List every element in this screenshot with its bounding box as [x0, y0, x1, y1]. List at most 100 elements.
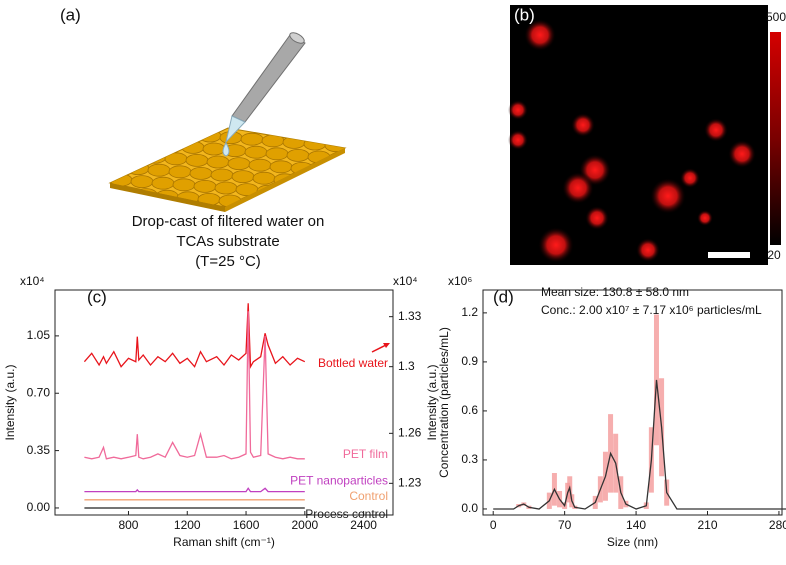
disc — [265, 147, 289, 161]
disc — [210, 168, 234, 182]
series-label: Control — [349, 489, 388, 503]
scale-bar — [708, 252, 750, 258]
disc — [282, 135, 306, 149]
panel-label: (d) — [493, 287, 514, 306]
series-label: Bottled water — [318, 356, 388, 370]
annotation: Conc.: 2.00 x10⁷ ± 7.17 x10⁶ particles/m… — [541, 303, 762, 317]
plot-frame — [54, 289, 394, 516]
annotation: Mean size: 130.8 ± 58.0 nm — [541, 285, 689, 299]
caption-line: Drop-cast of filtered water on — [132, 213, 325, 230]
colorbar-label: 500 — [766, 10, 786, 24]
disc — [122, 149, 146, 163]
disc — [260, 197, 284, 207]
plot-frame — [482, 289, 783, 516]
disc — [315, 176, 339, 190]
disc — [244, 145, 268, 159]
disc — [114, 128, 138, 137]
x-axis-title: Size (nm) — [607, 535, 658, 549]
series-label: PET nanoparticles — [290, 474, 388, 488]
colorbar-label: 20 — [767, 248, 781, 262]
disc — [135, 128, 159, 138]
y-tick-label: 0.6 — [461, 403, 478, 417]
y-tick-label: 0.9 — [461, 354, 478, 368]
disc — [110, 160, 129, 174]
disc — [143, 150, 167, 164]
disc — [118, 136, 142, 150]
panel-label: (c) — [87, 287, 107, 306]
disc — [193, 179, 217, 193]
x-tick-label: 140 — [626, 518, 646, 532]
series-line — [493, 379, 786, 510]
x-tick-label: 210 — [697, 518, 717, 532]
disc — [206, 155, 230, 169]
pipette — [222, 32, 306, 157]
x-tick-label: 800 — [118, 518, 138, 532]
disc — [202, 142, 226, 156]
y-tick-label: 0.35 — [27, 443, 51, 457]
disc — [147, 163, 171, 177]
x-tick-label: 1600 — [233, 518, 260, 532]
disc — [214, 181, 238, 195]
x-tick-label: 0 — [490, 518, 497, 532]
panel-label: (b) — [514, 5, 535, 24]
disc — [323, 202, 345, 207]
series-label: Process control — [305, 507, 388, 521]
disc — [298, 187, 322, 201]
disc — [286, 148, 310, 162]
hotspots — [508, 19, 756, 263]
substrate — [108, 127, 371, 230]
disc — [302, 200, 326, 207]
y-tick-label: 0.0 — [461, 501, 478, 515]
disc — [269, 160, 293, 174]
y-multiplier: x10⁶ — [448, 274, 472, 288]
disc — [227, 157, 251, 171]
disc — [185, 153, 209, 167]
y2-tick-label: 1.23 — [398, 476, 422, 490]
y2-axis-title: Intensity (a.u.) — [425, 364, 439, 440]
disc — [294, 174, 318, 188]
series-line — [83, 303, 306, 369]
disc — [319, 189, 343, 203]
disc — [252, 171, 276, 185]
series-line — [84, 311, 305, 460]
series-label: PET film — [343, 447, 388, 461]
disc — [156, 128, 180, 140]
arrow-head — [383, 343, 390, 348]
x-tick-label: 2000 — [291, 518, 318, 532]
disc — [240, 132, 264, 146]
disc — [277, 186, 301, 200]
series-line — [84, 487, 305, 493]
disc — [139, 137, 163, 151]
y-axis-title: Intensity (a.u.) — [3, 364, 17, 440]
y-tick-label: 0.3 — [461, 452, 478, 466]
disc — [332, 165, 345, 179]
disc — [189, 166, 213, 180]
colorbar — [770, 32, 781, 245]
x-tick-label: 1200 — [174, 518, 201, 532]
x-tick-label: 280 — [769, 518, 786, 532]
disc — [328, 216, 350, 228]
disc — [281, 199, 305, 207]
disc — [172, 178, 196, 192]
disc — [110, 128, 117, 135]
disc — [138, 201, 162, 207]
disc — [117, 199, 141, 207]
caption-line: TCAs substrate — [176, 233, 279, 250]
y-tick-label: 1.05 — [27, 328, 51, 342]
y-tick-label: 0.00 — [27, 500, 51, 514]
y-multiplier: x10⁴ — [20, 274, 45, 288]
disc — [151, 176, 175, 190]
disc — [336, 178, 345, 192]
disc — [340, 191, 345, 205]
disc — [130, 175, 154, 189]
disc — [164, 152, 188, 166]
disc — [349, 218, 371, 230]
y-tick-label: 0.70 — [27, 385, 51, 399]
x-tick-label: 2400 — [350, 518, 377, 532]
disc — [126, 162, 150, 176]
panel-label: (a) — [60, 5, 81, 24]
disc — [231, 170, 255, 184]
y2-tick-label: 1.3 — [398, 359, 415, 373]
y2-multiplier: x10⁴ — [393, 274, 418, 288]
